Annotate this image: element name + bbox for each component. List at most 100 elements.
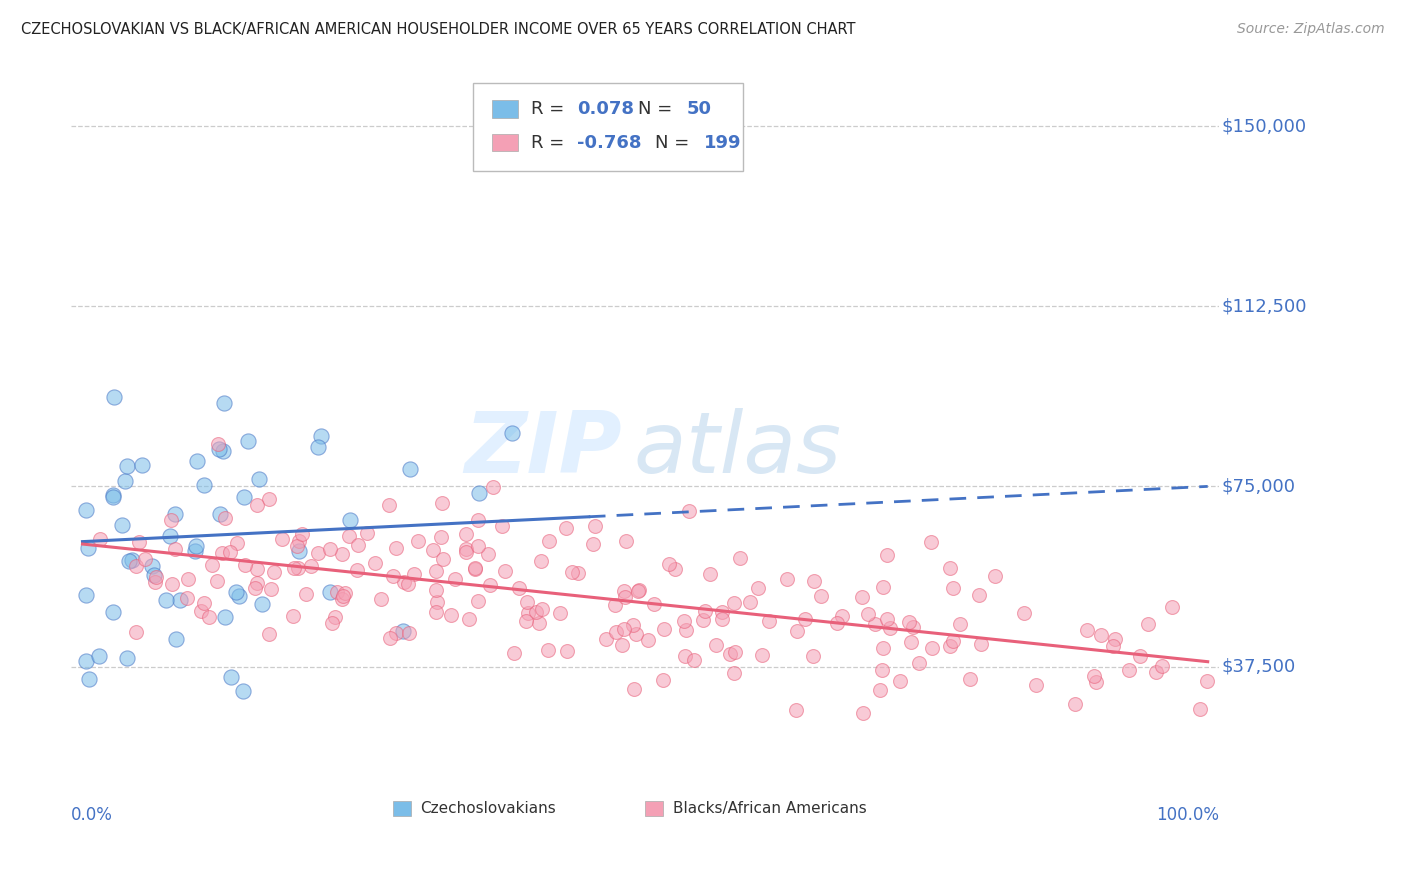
Point: [121, 553, 143, 567]
Point: [1118, 663, 1140, 677]
Point: [870, 664, 893, 678]
Point: [201, 558, 224, 573]
Point: [184, 544, 207, 558]
Point: [257, 491, 280, 506]
Point: [858, 607, 880, 621]
Point: [723, 665, 745, 680]
FancyBboxPatch shape: [645, 801, 664, 816]
Point: [232, 490, 254, 504]
Point: [337, 529, 360, 543]
Point: [440, 607, 463, 622]
Text: $37,500: $37,500: [1222, 657, 1295, 675]
Text: 50: 50: [686, 100, 711, 118]
Point: [128, 535, 150, 549]
Point: [794, 612, 817, 626]
Point: [214, 511, 236, 525]
Point: [1083, 669, 1105, 683]
Point: [219, 545, 242, 559]
Point: [321, 615, 343, 630]
Point: [212, 396, 235, 410]
Point: [319, 584, 342, 599]
Point: [346, 538, 368, 552]
Point: [75, 654, 97, 668]
Point: [454, 545, 477, 559]
Point: [143, 567, 166, 582]
Point: [307, 546, 329, 560]
Point: [831, 609, 853, 624]
Point: [751, 648, 773, 663]
Point: [339, 512, 361, 526]
Point: [101, 606, 124, 620]
Point: [711, 612, 734, 626]
Point: [1025, 678, 1047, 692]
Point: [494, 564, 516, 578]
Point: [477, 547, 499, 561]
Point: [384, 541, 406, 556]
Point: [114, 475, 136, 489]
Point: [643, 597, 665, 611]
Point: [920, 534, 942, 549]
Point: [160, 576, 183, 591]
Point: [561, 565, 583, 579]
Point: [583, 518, 606, 533]
Point: [398, 462, 420, 476]
Point: [118, 554, 141, 568]
Point: [134, 552, 156, 566]
Point: [624, 627, 647, 641]
Point: [724, 645, 747, 659]
Text: $75,000: $75,000: [1222, 477, 1295, 495]
Point: [208, 507, 231, 521]
Point: [555, 521, 578, 535]
Point: [673, 615, 696, 629]
Point: [718, 647, 741, 661]
Point: [333, 586, 356, 600]
Text: N =: N =: [655, 134, 696, 152]
Point: [785, 702, 807, 716]
FancyBboxPatch shape: [492, 100, 517, 118]
Point: [226, 536, 249, 550]
Point: [287, 561, 309, 575]
Point: [675, 623, 697, 637]
Point: [1150, 658, 1173, 673]
Point: [939, 639, 962, 653]
Point: [370, 591, 392, 606]
Point: [613, 584, 636, 599]
Point: [233, 558, 256, 573]
Point: [311, 429, 333, 443]
Point: [283, 608, 305, 623]
Point: [614, 534, 637, 549]
Point: [652, 673, 675, 687]
Point: [652, 622, 675, 636]
Point: [527, 615, 550, 630]
Point: [623, 682, 645, 697]
Point: [967, 588, 990, 602]
Point: [125, 625, 148, 640]
Point: [307, 440, 329, 454]
Point: [758, 615, 780, 629]
Point: [876, 548, 898, 562]
Point: [207, 437, 229, 451]
Point: [363, 556, 385, 570]
Point: [245, 498, 267, 512]
Point: [259, 582, 281, 596]
Point: [949, 617, 972, 632]
Point: [159, 513, 181, 527]
Point: [193, 477, 215, 491]
Point: [211, 546, 233, 560]
Point: [332, 589, 354, 603]
Point: [869, 683, 891, 698]
Point: [391, 624, 413, 639]
FancyBboxPatch shape: [392, 801, 411, 816]
Point: [872, 640, 894, 655]
Point: [165, 632, 187, 646]
Point: [678, 504, 700, 518]
Point: [1076, 623, 1098, 637]
Point: [657, 557, 679, 571]
Point: [969, 637, 991, 651]
Point: [704, 639, 727, 653]
Point: [330, 592, 353, 607]
Point: [131, 458, 153, 472]
Point: [1063, 697, 1085, 711]
Point: [879, 621, 901, 635]
Text: 0.078: 0.078: [578, 100, 634, 118]
